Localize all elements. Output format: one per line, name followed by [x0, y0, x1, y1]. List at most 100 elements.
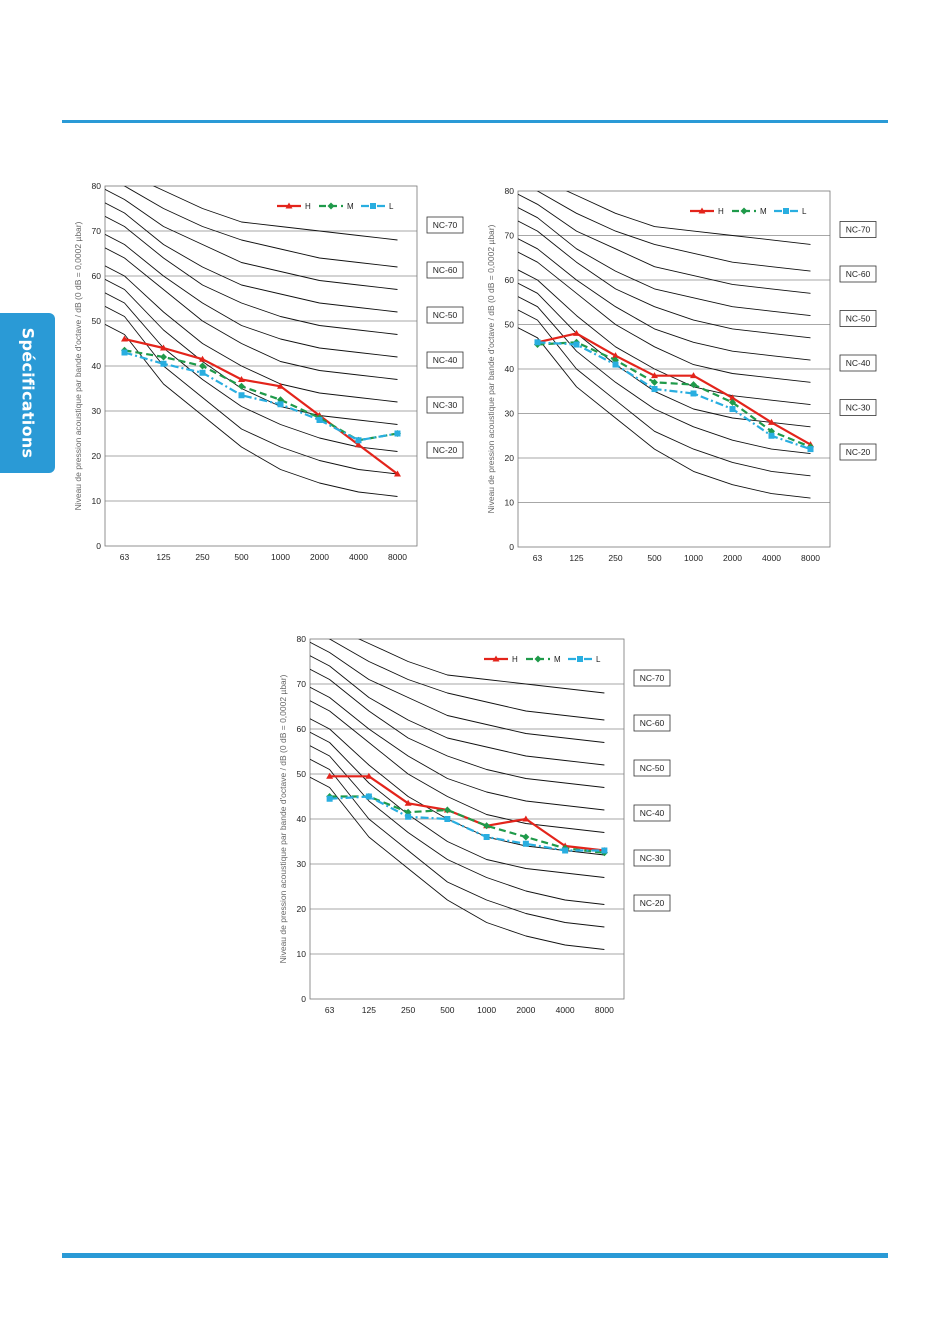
nc-curve-20	[518, 309, 811, 477]
x-tick-label: 2000	[516, 1005, 535, 1015]
y-tick-label: 20	[92, 451, 102, 461]
nc-label: NC-50	[846, 314, 871, 324]
y-axis-label: Niveau de pression acoustique par bande …	[278, 674, 288, 963]
x-tick-label: 125	[362, 1005, 376, 1015]
y-tick-label: 50	[297, 769, 307, 779]
y-tick-label: 50	[505, 320, 515, 330]
data-point-M	[160, 353, 167, 361]
nc-curve-35	[310, 718, 605, 856]
nc-curve-65	[123, 186, 398, 268]
nc-label-box	[839, 265, 877, 283]
data-point-H	[573, 329, 580, 336]
nc-label: NC-70	[640, 673, 665, 683]
data-point-L	[160, 360, 167, 367]
nc-curve-25	[518, 296, 811, 455]
nc-label-box	[426, 216, 464, 234]
data-point-H	[160, 344, 167, 351]
nc-label-box	[839, 354, 877, 372]
data-point-L	[601, 847, 608, 854]
nc-label-box	[633, 849, 671, 867]
data-point-L	[238, 392, 245, 399]
y-tick-label: 40	[297, 814, 307, 824]
nc-label: NC-30	[846, 403, 871, 413]
x-tick-label: 4000	[349, 552, 368, 562]
y-tick-label: 0	[96, 541, 101, 551]
nc-label: NC-70	[846, 225, 871, 235]
nc-chart-1: 0 10 20 30 40 50 60 70 80 63 125 250 500 1000 2000 4000…	[73, 178, 470, 573]
data-point-L	[444, 816, 451, 822]
x-tick-label: 500	[647, 553, 661, 563]
nc-label: NC-60	[846, 269, 871, 279]
nc-label: NC-40	[433, 355, 458, 365]
legend-label-M: M	[760, 207, 767, 216]
data-point-H	[355, 441, 362, 448]
y-tick-label: 20	[505, 453, 515, 463]
nc-curve-35	[105, 265, 398, 403]
nc-label: NC-20	[640, 898, 665, 908]
nc-curve-55	[105, 202, 398, 313]
legend-marker-H	[285, 202, 293, 209]
nc-curve-60	[518, 193, 811, 294]
series-line-L	[537, 341, 811, 451]
nc-curve-65	[328, 639, 605, 721]
x-tick-label: 4000	[762, 553, 781, 563]
data-point-M	[729, 398, 736, 406]
data-point-H	[404, 799, 412, 806]
y-tick-label: 10	[505, 498, 515, 508]
nc-label-box	[633, 759, 671, 777]
nc-label: NC-20	[846, 447, 871, 457]
nc-label-box	[426, 351, 464, 369]
y-tick-label: 80	[297, 634, 307, 644]
y-tick-label: 10	[297, 949, 307, 959]
y-tick-label: 70	[505, 231, 515, 241]
nc-chart-2: 0 10 20 30 40 50 60 70 80 63 125 250 500 1000 2000 4000…	[486, 183, 883, 576]
nc-label-box	[839, 221, 877, 238]
data-point-H	[277, 382, 284, 389]
data-point-L	[573, 341, 580, 348]
data-point-L	[612, 361, 619, 368]
data-point-L	[562, 847, 569, 854]
data-point-H	[690, 372, 697, 379]
data-point-L	[355, 437, 362, 444]
legend-label-H: H	[718, 207, 724, 216]
plot-area	[104, 185, 418, 547]
y-tick-label: 0	[509, 542, 514, 552]
nc-curve-50	[518, 220, 811, 339]
y-tick-label: 80	[505, 186, 515, 196]
data-point-L	[534, 339, 541, 346]
x-tick-label: 1000	[271, 552, 290, 562]
series-line-L	[329, 795, 605, 852]
y-tick-label: 40	[505, 364, 515, 374]
nc-label: NC-30	[640, 853, 665, 863]
legend-marker-M	[740, 207, 748, 215]
nc-curve-40	[518, 251, 811, 383]
series-line-H	[329, 775, 605, 852]
x-tick-label: 500	[440, 1005, 454, 1015]
nc-curve-30	[105, 278, 398, 425]
y-tick-label: 80	[92, 181, 102, 191]
data-point-L	[394, 430, 401, 437]
side-tab-specifications[interactable]: Spécifications	[0, 313, 55, 473]
nc-curve-50	[105, 215, 398, 335]
nc-label: NC-40	[846, 358, 871, 368]
data-point-L	[199, 369, 206, 376]
data-point-H	[238, 376, 245, 382]
data-point-H	[768, 418, 775, 425]
data-point-M	[522, 833, 530, 841]
data-point-L	[522, 840, 529, 847]
bottom-rule	[62, 1253, 888, 1258]
data-point-L	[405, 813, 412, 820]
data-point-H	[121, 335, 128, 342]
x-tick-label: 125	[569, 553, 583, 563]
data-point-L	[365, 793, 372, 800]
nc-curve-25	[105, 292, 398, 452]
y-tick-label: 70	[297, 679, 307, 689]
data-point-M	[483, 822, 491, 830]
plot-area	[309, 638, 625, 1000]
data-point-M	[443, 806, 451, 814]
data-point-L	[483, 834, 490, 840]
y-tick-label: 30	[505, 409, 515, 419]
nc-label: NC-50	[640, 763, 665, 773]
legend-label-H: H	[512, 655, 518, 664]
data-point-L	[690, 390, 697, 397]
